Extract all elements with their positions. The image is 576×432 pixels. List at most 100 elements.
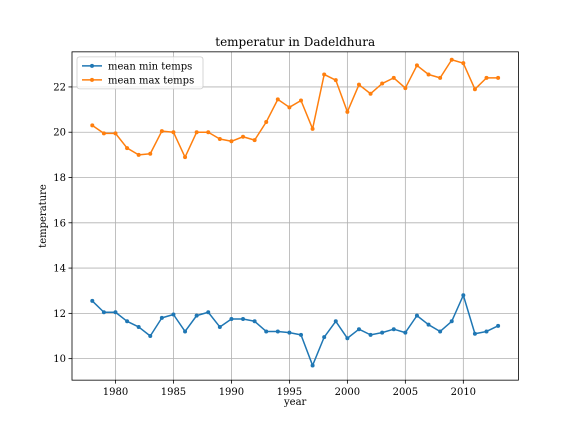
x-tick-label: 1995 — [277, 387, 302, 398]
data-point-mean-min-temps — [472, 331, 477, 336]
data-point-mean-max-temps — [136, 152, 141, 157]
data-point-mean-max-temps — [101, 131, 106, 136]
data-point-mean-min-temps — [217, 324, 222, 329]
legend-label-mean-min-temps: mean min temps — [108, 61, 192, 72]
data-point-mean-max-temps — [90, 123, 95, 128]
data-point-mean-max-temps — [194, 130, 199, 135]
data-point-mean-max-temps — [229, 139, 234, 144]
data-point-mean-max-temps — [449, 57, 454, 62]
data-point-mean-min-temps — [333, 319, 338, 324]
series-line-mean-max-temps — [91, 59, 499, 158]
data-point-mean-min-temps — [229, 317, 234, 322]
plot-frame — [71, 51, 519, 381]
data-point-mean-max-temps — [438, 75, 443, 80]
series-layer — [90, 57, 501, 368]
data-point-mean-min-temps — [310, 363, 315, 368]
data-point-mean-max-temps — [380, 81, 385, 86]
data-point-mean-max-temps — [125, 146, 130, 151]
data-point-mean-max-temps — [113, 131, 118, 136]
data-point-mean-max-temps — [333, 78, 338, 83]
x-tick-label: 2010 — [451, 387, 476, 398]
data-point-mean-max-temps — [368, 91, 373, 96]
y-tick-label: 22 — [53, 82, 66, 93]
data-point-mean-max-temps — [298, 98, 303, 103]
x-tick-label: 1980 — [103, 387, 128, 398]
data-point-mean-min-temps — [125, 319, 130, 324]
data-point-mean-min-temps — [368, 332, 373, 337]
data-point-mean-min-temps — [252, 319, 257, 324]
data-point-mean-max-temps — [159, 129, 164, 134]
data-point-mean-min-temps — [171, 312, 176, 317]
data-point-mean-max-temps — [148, 151, 153, 156]
data-point-mean-min-temps — [159, 315, 164, 320]
data-point-mean-max-temps — [414, 63, 419, 68]
data-point-mean-min-temps — [391, 327, 396, 332]
data-point-mean-max-temps — [345, 109, 350, 114]
data-point-mean-min-temps — [345, 336, 350, 341]
x-tick-label: 2000 — [335, 387, 360, 398]
data-point-mean-min-temps — [380, 330, 385, 335]
data-point-mean-max-temps — [217, 137, 222, 142]
data-point-mean-min-temps — [264, 329, 269, 334]
data-point-mean-max-temps — [461, 61, 466, 66]
data-point-mean-min-temps — [414, 313, 419, 318]
data-point-mean-max-temps — [264, 120, 269, 125]
x-tick-label: 1985 — [161, 387, 186, 398]
data-point-mean-min-temps — [356, 327, 361, 332]
legend-box — [76, 56, 204, 90]
data-point-mean-min-temps — [101, 310, 106, 315]
y-tick-label: 18 — [53, 173, 66, 184]
legend: mean min temps mean max temps — [76, 56, 204, 90]
data-point-mean-min-temps — [438, 329, 443, 334]
data-point-mean-max-temps — [403, 86, 408, 91]
data-point-mean-min-temps — [194, 313, 199, 318]
data-point-mean-max-temps — [484, 75, 489, 80]
chart-title: temperatur in Dadeldhura — [215, 35, 375, 49]
data-point-mean-min-temps — [241, 317, 246, 322]
series-line-mean-min-temps — [91, 294, 499, 367]
legend-marker-mean-min-temps — [90, 63, 94, 68]
data-point-mean-max-temps — [252, 138, 257, 143]
data-point-mean-max-temps — [206, 130, 211, 135]
data-point-mean-max-temps — [356, 82, 361, 87]
data-point-mean-min-temps — [90, 298, 95, 303]
data-point-mean-min-temps — [484, 329, 489, 334]
data-point-mean-min-temps — [426, 322, 431, 327]
data-point-mean-max-temps — [241, 134, 246, 139]
legend-label-mean-max-temps: mean max temps — [108, 75, 194, 86]
data-point-mean-max-temps — [183, 155, 188, 160]
data-point-mean-min-temps — [496, 323, 501, 328]
data-point-mean-max-temps — [496, 75, 501, 80]
x-tick-label: 1990 — [219, 387, 244, 398]
data-point-mean-min-temps — [298, 332, 303, 337]
data-point-mean-max-temps — [287, 105, 292, 110]
data-point-mean-min-temps — [287, 330, 292, 335]
data-point-mean-min-temps — [461, 293, 466, 298]
ticks: 1980 1985 1990 1995 2000 2005 2010101214161820… — [53, 82, 476, 398]
y-tick-label: 10 — [53, 354, 66, 365]
y-tick-label: 12 — [53, 309, 66, 320]
data-point-mean-min-temps — [183, 329, 188, 334]
data-point-mean-min-temps — [403, 330, 408, 335]
data-point-mean-max-temps — [310, 126, 315, 131]
data-point-mean-max-temps — [322, 72, 327, 77]
x-axis-label: year — [283, 397, 307, 408]
data-point-mean-min-temps — [206, 310, 211, 315]
y-tick-label: 14 — [53, 264, 66, 275]
y-tick-label: 20 — [53, 128, 66, 139]
data-point-mean-min-temps — [322, 335, 327, 340]
data-point-mean-min-temps — [275, 329, 280, 334]
data-point-mean-min-temps — [148, 334, 153, 339]
data-point-mean-min-temps — [113, 310, 118, 315]
legend-marker-mean-max-temps — [90, 77, 94, 82]
data-point-mean-max-temps — [171, 130, 176, 135]
data-point-mean-max-temps — [391, 75, 396, 80]
data-point-mean-min-temps — [136, 324, 141, 329]
grid — [72, 51, 519, 381]
data-point-mean-max-temps — [426, 72, 431, 77]
data-point-mean-max-temps — [472, 87, 477, 92]
data-point-mean-min-temps — [449, 319, 454, 324]
x-tick-label: 2005 — [393, 387, 418, 398]
y-tick-label: 16 — [53, 218, 66, 229]
